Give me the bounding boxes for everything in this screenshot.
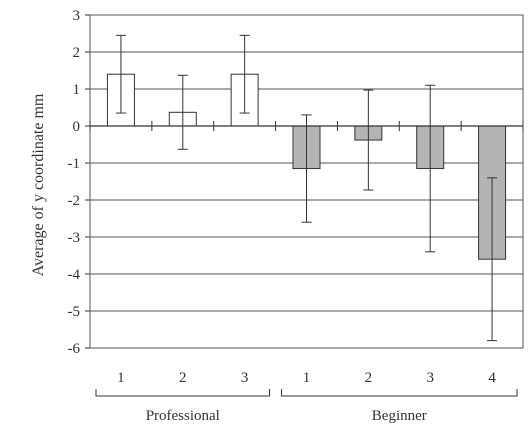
y-tick-label: -1: [68, 156, 81, 172]
bars: [106, 34, 507, 342]
category-label: 1: [117, 370, 125, 386]
y-axis-title: Average of y coordinate mm: [30, 93, 47, 276]
y-tick-label: 3: [73, 8, 81, 24]
labels: 3 2 1 0 -1 -2 -3 -4 -5 -6 1 2 3 1 2 3 4 Professional Begin…: [68, 8, 497, 424]
category-label: 3: [426, 370, 434, 386]
group-label: Beginner: [372, 408, 427, 424]
category-label: 4: [488, 370, 496, 386]
y-tick-label: -4: [68, 267, 81, 283]
group-label: Professional: [146, 408, 220, 424]
plot-border: [89, 14, 524, 349]
group-bracket: [281, 389, 518, 397]
y-tick-label: -2: [68, 193, 81, 209]
y-tick-label: 2: [73, 45, 81, 61]
axes: [85, 14, 524, 397]
y-tick-label: 0: [73, 119, 81, 135]
y-tick-label: 1: [73, 82, 81, 98]
category-label: 1: [303, 370, 311, 386]
category-label: 2: [365, 370, 373, 386]
y-tick-label: -6: [68, 341, 81, 357]
y-tick-label: -3: [68, 230, 81, 246]
category-label: 3: [241, 370, 249, 386]
category-label: 2: [179, 370, 187, 386]
group-bracket: [95, 389, 271, 397]
y-tick-label: -5: [68, 304, 81, 320]
